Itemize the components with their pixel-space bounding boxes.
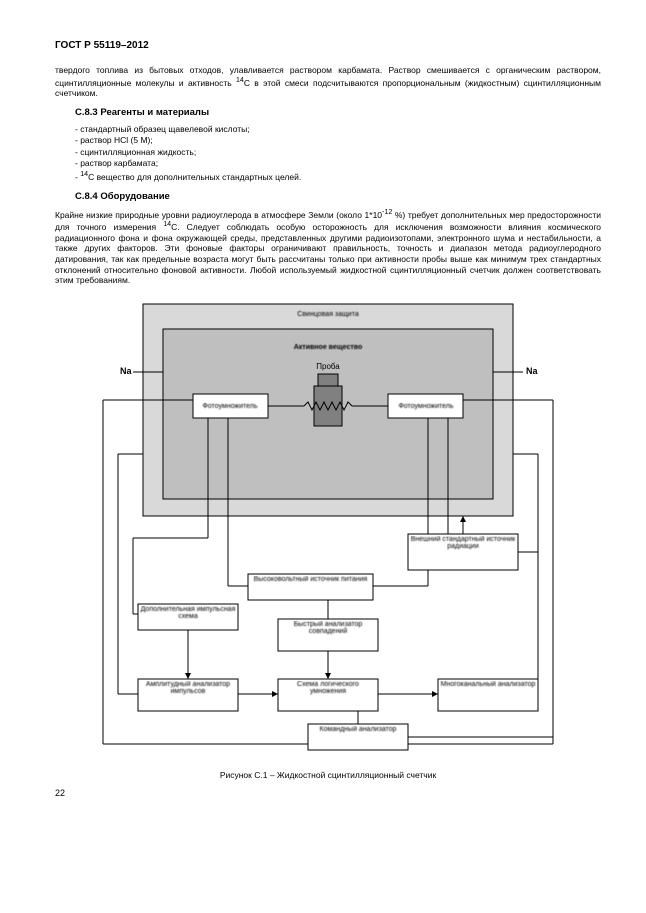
- equipment-paragraph: Крайне низкие природные уровни радиоугле…: [55, 208, 601, 286]
- doc-header: ГОСТ Р 55119–2012: [55, 40, 601, 51]
- active-label: Активное вещество: [294, 344, 363, 351]
- logic-mult-label: Схема логического умножения: [280, 681, 376, 696]
- cmd-analyzer-label: Командный анализатор: [310, 726, 406, 733]
- reagent-list: - стандартный образец щавелевой кислоты;…: [75, 124, 601, 183]
- na-left-label: Na: [120, 366, 132, 376]
- list-item: - раствор HCl (5 М);: [75, 135, 601, 146]
- lead-shield-label: Свинцовая защита: [297, 311, 359, 318]
- list-item: - сцинтилляционная жидкость;: [75, 147, 601, 158]
- pm-left-label: Фотоумножитель: [202, 403, 257, 410]
- page-number: 22: [55, 788, 601, 798]
- multichannel-label: Многоканальный анализатор: [440, 681, 536, 688]
- na-right-label: Na: [526, 366, 538, 376]
- section-c84-head: С.8.4 Оборудование: [75, 191, 601, 202]
- sample-label: Проба: [316, 362, 340, 371]
- intro-paragraph: твердого топлива из бытовых отходов, ула…: [55, 65, 601, 99]
- amp-analyzer-label: Амплитудный анализатор импульсов: [140, 681, 236, 696]
- fast-coinc-label: Быстрый анализатор совпадений: [280, 621, 376, 636]
- list-item: - стандартный образец щавелевой кислоты;: [75, 124, 601, 135]
- hv-supply-label: Высоковольтный источник питания: [250, 576, 371, 583]
- document-page: ГОСТ Р 55119–2012 твердого топлива из бы…: [0, 0, 646, 818]
- diagram-c1: Свинцовая защита Активное вещество Na Na…: [78, 294, 578, 766]
- aux-pulse-label: Дополнительная импульсная схема: [140, 606, 236, 621]
- figure-caption: Рисунок С.1 – Жидкостной сцинтилляционны…: [55, 770, 601, 780]
- ext-std-label: Внешний стандартный источник радиации: [410, 536, 516, 551]
- list-item: - раствор карбамата;: [75, 158, 601, 169]
- section-c83-head: С.8.3 Реагенты и материалы: [75, 107, 601, 118]
- list-item: - 14C вещество для дополнительных станда…: [75, 170, 601, 183]
- pm-right-label: Фотоумножитель: [398, 403, 453, 410]
